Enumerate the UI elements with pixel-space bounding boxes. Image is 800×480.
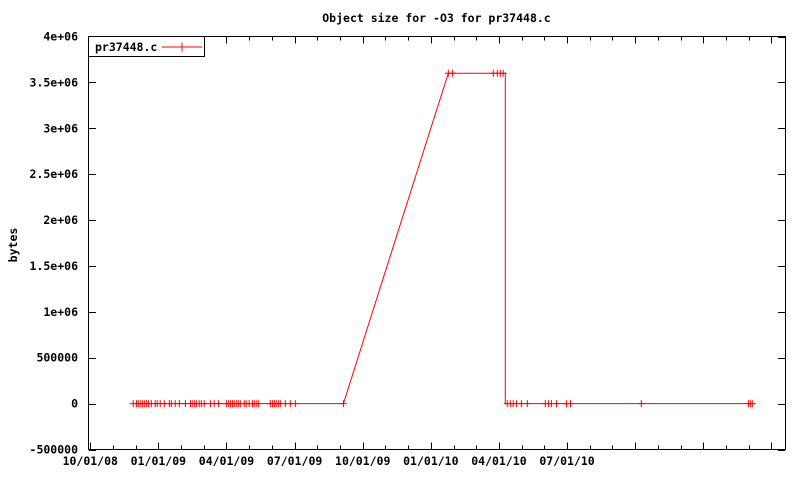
y-tick-labels: -500000 0 500000 1e+06 1.5e+06 2e+06 2.5e+06 3e… [30, 30, 79, 457]
y-tick-label: -500000 [30, 443, 79, 457]
legend-line-sample-icon [162, 42, 203, 51]
x-ticks [90, 36, 772, 450]
series-line [133, 72, 753, 405]
y-tick-label: 2.5e+06 [30, 167, 79, 181]
y-tick-label: 1e+06 [43, 305, 78, 319]
y-tick-label: 2e+06 [43, 213, 78, 227]
legend: pr37448.c [88, 36, 205, 57]
chart-title: Object size for -O3 for pr37448.c [322, 11, 551, 25]
y-tick-label: 0 [71, 397, 78, 411]
x-tick-labels: 10/01/08 01/01/09 04/01/09 07/01/09 10/01/09… [63, 454, 595, 468]
x-tick-label: 10/01/09 [335, 454, 390, 468]
x-tick-label: 07/01/10 [539, 454, 594, 468]
y-tick-label: 1.5e+06 [30, 259, 79, 273]
plot-border [88, 36, 786, 450]
x-tick-label: 07/01/09 [267, 454, 322, 468]
y-tick-label: 4e+06 [43, 30, 78, 44]
y-tick-label: 3e+06 [43, 121, 78, 135]
x-tick-label: 10/01/08 [63, 454, 118, 468]
y-tick-label: 3.5e+06 [30, 75, 79, 89]
legend-series-label: pr37448.c [95, 39, 158, 54]
y-ticks [89, 37, 785, 451]
x-tick-label: 04/01/09 [199, 454, 254, 468]
x-tick-label: 04/01/10 [471, 454, 526, 468]
y-tick-label: 500000 [36, 351, 78, 365]
series-plus-markers [129, 69, 756, 408]
x-tick-label: 01/01/09 [131, 454, 186, 468]
x-tick-label: 01/01/10 [403, 454, 458, 468]
